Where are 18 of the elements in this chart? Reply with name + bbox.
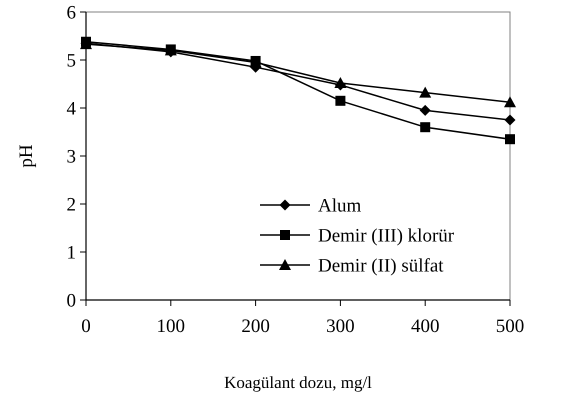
y-tick-label: 4 [66, 98, 76, 120]
x-tick-label: 0 [81, 316, 91, 337]
x-axis-title: Koagülant dozu, mg/l [224, 373, 372, 392]
x-tick-label: 200 [241, 316, 270, 337]
legend-label: Alum [318, 196, 362, 217]
x-tick-label: 500 [496, 316, 524, 337]
x-tick-label: 300 [326, 316, 355, 337]
y-tick-label: 3 [66, 146, 76, 168]
y-axis-title: pH [16, 144, 37, 168]
x-tick-label: 100 [156, 316, 186, 337]
y-tick-label: 2 [66, 194, 76, 216]
y-tick-label: 6 [66, 2, 76, 24]
legend-label: Demir (II) sülfat [318, 256, 444, 277]
legend-label: Demir (III) klorür [318, 226, 455, 247]
y-tick-label: 0 [66, 290, 76, 312]
y-tick-label: 1 [66, 242, 76, 264]
x-tick-label: 400 [410, 316, 440, 337]
y-tick-label: 5 [66, 50, 76, 72]
